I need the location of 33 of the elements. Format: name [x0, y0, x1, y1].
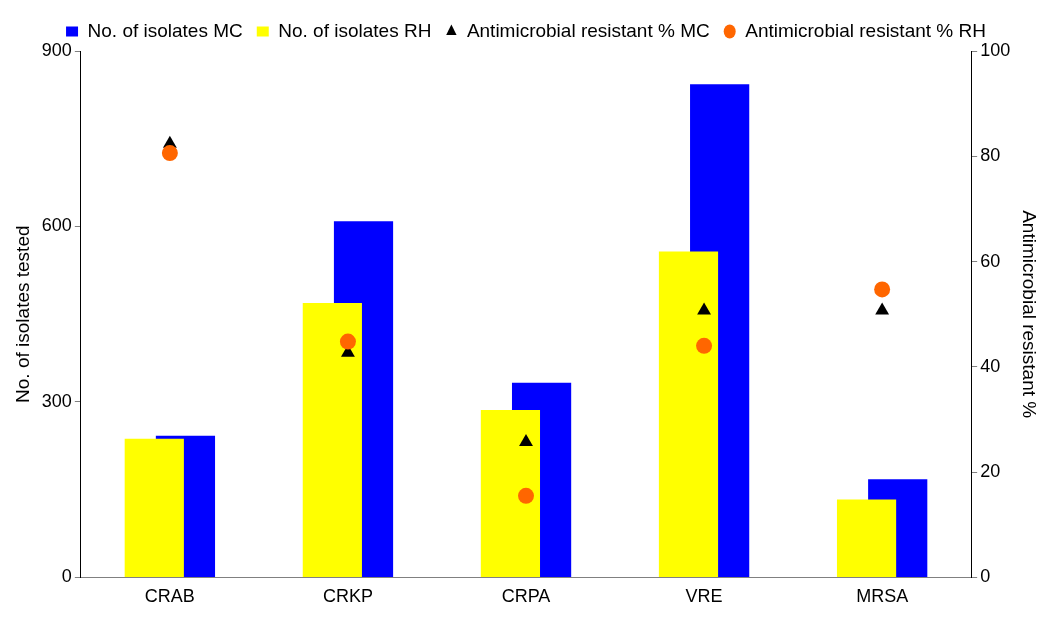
- legend-label: No. of isolates RH: [278, 19, 432, 41]
- y-tick-label: 0: [61, 566, 72, 587]
- y2-tick-label: 40: [980, 355, 1001, 376]
- y2-tick-label: 20: [980, 461, 1001, 482]
- legend-label: No. of isolates MC: [87, 19, 243, 41]
- y2-tick-label: 60: [980, 250, 1001, 271]
- point: [696, 337, 713, 354]
- point: [339, 333, 356, 350]
- y-tick-label: 600: [41, 215, 72, 236]
- bar: [124, 438, 184, 577]
- point: [874, 281, 891, 298]
- point: [697, 302, 711, 315]
- bar: [836, 499, 897, 577]
- y2-tick-label: 80: [980, 145, 1001, 166]
- bar: [302, 303, 362, 577]
- point: [518, 487, 534, 504]
- x-tick-label: CRPA: [501, 586, 551, 607]
- bar: [658, 251, 719, 577]
- bar: [480, 410, 541, 577]
- x-tick-label: CRKP: [322, 586, 373, 607]
- y2-tick-label: 100: [980, 39, 1011, 60]
- y-axis-title: No. of isolates tested: [11, 225, 33, 403]
- y-tick-label: 300: [41, 390, 72, 411]
- y-tick-label: 900: [41, 39, 72, 60]
- legend-label: Antimicrobial resistant % MC: [466, 19, 710, 41]
- point: [875, 302, 890, 315]
- point: [519, 434, 533, 447]
- x-tick-label: CRAB: [144, 586, 195, 607]
- legend-label: Antimicrobial resistant % RH: [745, 19, 986, 41]
- y2-axis-title: Antimicrobial resistant %: [1019, 210, 1041, 419]
- y2-tick-label: 0: [980, 566, 991, 587]
- x-tick-label: VRE: [685, 586, 723, 607]
- x-tick-label: MRSA: [856, 586, 909, 607]
